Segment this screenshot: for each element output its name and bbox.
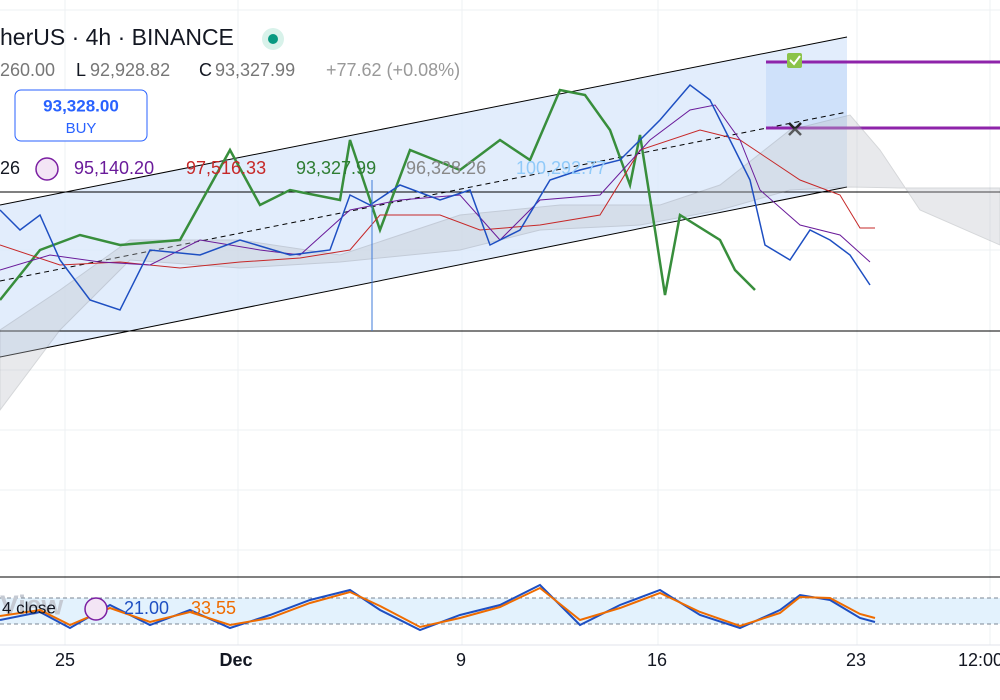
indicator-value: 93,327.99 [296, 158, 376, 178]
ohlc-close: 93,327.99 [215, 60, 295, 80]
ohlc-close-label: C [199, 60, 212, 80]
osc-value: 21.00 [124, 598, 169, 618]
x-tick-label: 16 [647, 650, 667, 670]
buy-button[interactable] [14, 89, 148, 142]
osc-label: 4 close [2, 598, 56, 617]
x-tick-label: 23 [846, 650, 866, 670]
lagging-span [0, 88, 756, 301]
osc-k [0, 583, 876, 632]
indicator-value: 97,516.33 [186, 158, 266, 178]
x-tick-label: 25 [55, 650, 75, 670]
x-tick-label: Dec [219, 650, 252, 670]
indicator-period: 26 [0, 158, 20, 178]
ohlc-high: 260.00 [0, 60, 55, 80]
ohlc-low-label: L [76, 60, 86, 80]
x-tick-label: 9 [456, 650, 466, 670]
osc-value: 33.55 [191, 598, 236, 618]
channel-top [0, 36, 848, 206]
symbol: herUS · 4h · BINANCE [0, 24, 234, 50]
buy-label: BUY [66, 120, 97, 137]
channel-bottom [0, 186, 848, 358]
ohlc-change: +77.62 (+0.08%) [326, 60, 460, 80]
indicator-value: 100,292.77 [516, 158, 606, 178]
x-tick-label: 12:00 [958, 650, 1000, 670]
cross-icon [788, 122, 802, 136]
osc-icon[interactable] [84, 597, 108, 621]
status-dot [268, 34, 278, 44]
indicator-icon[interactable] [35, 157, 59, 181]
price-line [0, 83, 871, 311]
check-icon [787, 53, 802, 68]
base-line [0, 129, 875, 269]
target-zone [766, 62, 847, 128]
ohlc-low: 92,928.82 [90, 60, 170, 80]
buy-price: 93,328.00 [43, 96, 119, 115]
channel-fill [0, 37, 847, 357]
indicator-value: 96,328.26 [406, 158, 486, 178]
indicator-value: 95,140.20 [74, 158, 154, 178]
cloud [0, 114, 1000, 411]
osc-d [0, 586, 876, 629]
